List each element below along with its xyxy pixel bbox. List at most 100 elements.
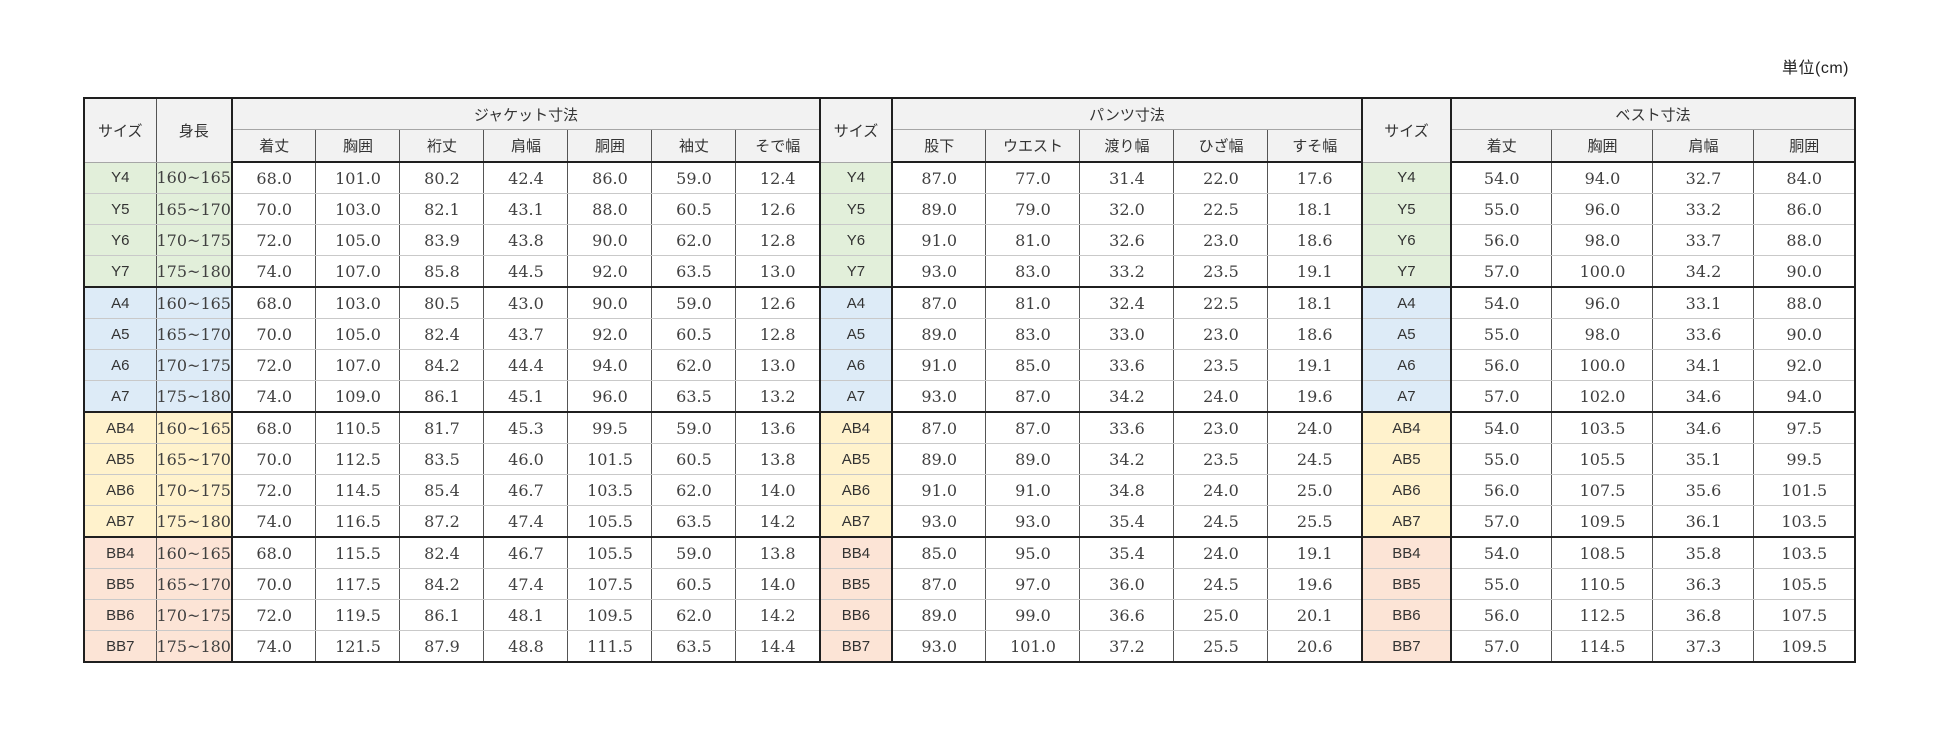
pants-value: 22.5 [1173,286,1269,319]
vest-value: 96.0 [1551,286,1654,319]
jacket-value: 43.1 [483,193,569,225]
pants-value: 83.0 [985,318,1081,350]
pants-value: 33.6 [1079,349,1175,381]
pants-value: 31.4 [1079,161,1175,194]
jacket-value: 117.5 [315,568,401,600]
table-row: A6 170~175 72.0 107.0 84.2 44.4 94.0 62.0 13.0 A6… [83,349,1856,381]
vest-value: 101.5 [1753,474,1856,506]
jacket-value: 44.4 [483,349,569,381]
pants-value: 95.0 [985,536,1081,569]
size-cell-mid: Y6 [818,224,893,256]
jacket-value: 62.0 [651,599,737,631]
table-body: Y4 160~165 68.0 101.0 80.2 42.4 86.0 59.0 12.4 Y4… [83,161,1856,663]
vest-value: 34.1 [1652,349,1755,381]
pants-value: 101.0 [985,630,1081,663]
vest-value: 90.0 [1753,318,1856,350]
size-cell-right: Y4 [1360,161,1452,194]
header-pants-col: ひざ幅 [1173,129,1269,163]
pants-value: 85.0 [890,536,987,569]
jacket-value: 74.0 [230,505,317,538]
vest-value: 34.2 [1652,255,1755,288]
pants-value: 83.0 [985,255,1081,288]
jacket-value: 12.6 [735,193,821,225]
jacket-value: 12.4 [735,161,821,194]
jacket-value: 62.0 [651,349,737,381]
size-cell-mid: BB4 [818,536,893,569]
size-cell-mid: BB6 [818,599,893,631]
jacket-value: 81.7 [399,411,485,444]
pants-value: 24.0 [1173,474,1269,506]
pants-value: 23.5 [1173,349,1269,381]
jacket-value: 68.0 [230,411,317,444]
size-cell-left: AB4 [83,411,157,444]
pants-value: 32.4 [1079,286,1175,319]
vest-value: 36.8 [1652,599,1755,631]
header-jacket-col: 肩幅 [483,129,569,163]
size-cell-mid: AB4 [818,411,893,444]
jacket-value: 107.5 [567,568,653,600]
pants-value: 77.0 [985,161,1081,194]
jacket-value: 59.0 [651,161,737,194]
vest-value: 90.0 [1753,255,1856,288]
size-cell-right: AB6 [1360,474,1452,506]
pants-value: 34.2 [1079,380,1175,413]
header-vest-col: 胸囲 [1551,129,1654,163]
pants-value: 24.5 [1267,443,1363,475]
vest-value: 54.0 [1449,286,1553,319]
jacket-value: 90.0 [567,286,653,319]
pants-value: 87.0 [890,568,987,600]
vest-value: 36.1 [1652,505,1755,538]
size-cell-right: BB7 [1360,630,1452,663]
pants-value: 81.0 [985,224,1081,256]
table-row: A5 165~170 70.0 105.0 82.4 43.7 92.0 60.5 12.8 A5… [83,318,1856,350]
size-cell-left: Y4 [83,161,157,194]
vest-value: 94.0 [1551,161,1654,194]
jacket-value: 86.1 [399,599,485,631]
vest-value: 107.5 [1753,599,1856,631]
vest-value: 88.0 [1753,224,1856,256]
pants-value: 37.2 [1079,630,1175,663]
jacket-value: 60.5 [651,318,737,350]
pants-value: 23.0 [1173,224,1269,256]
vest-value: 35.8 [1652,536,1755,569]
height-cell: 165~170 [155,193,233,225]
jacket-value: 43.0 [483,286,569,319]
vest-value: 36.3 [1652,568,1755,600]
pants-value: 19.6 [1267,380,1363,413]
pants-value: 32.6 [1079,224,1175,256]
size-cell-right: AB7 [1360,505,1452,538]
pants-value: 91.0 [890,349,987,381]
jacket-value: 109.5 [567,599,653,631]
jacket-value: 72.0 [230,224,317,256]
jacket-value: 92.0 [567,255,653,288]
vest-value: 32.7 [1652,161,1755,194]
jacket-value: 84.2 [399,349,485,381]
pants-value: 17.6 [1267,161,1363,194]
pants-value: 93.0 [890,380,987,413]
size-cell-left: A6 [83,349,157,381]
pants-value: 89.0 [890,599,987,631]
vest-value: 33.6 [1652,318,1755,350]
table-row: AB5 165~170 70.0 112.5 83.5 46.0 101.5 60.5 13.8… [83,443,1856,475]
table-row: AB4 160~165 68.0 110.5 81.7 45.3 99.5 59.0 13.6 A… [83,411,1856,444]
jacket-value: 116.5 [315,505,401,538]
jacket-value: 46.7 [483,536,569,569]
vest-value: 84.0 [1753,161,1856,194]
height-cell: 175~180 [155,630,233,663]
vest-value: 98.0 [1551,318,1654,350]
jacket-value: 88.0 [567,193,653,225]
jacket-value: 114.5 [315,474,401,506]
vest-value: 92.0 [1753,349,1856,381]
height-cell: 165~170 [155,443,233,475]
size-cell-mid: Y5 [818,193,893,225]
jacket-value: 48.1 [483,599,569,631]
vest-value: 88.0 [1753,286,1856,319]
jacket-value: 92.0 [567,318,653,350]
jacket-value: 80.5 [399,286,485,319]
vest-value: 105.5 [1551,443,1654,475]
jacket-value: 45.3 [483,411,569,444]
pants-value: 23.5 [1173,443,1269,475]
pants-value: 91.0 [985,474,1081,506]
pants-value: 89.0 [890,193,987,225]
jacket-value: 111.5 [567,630,653,663]
